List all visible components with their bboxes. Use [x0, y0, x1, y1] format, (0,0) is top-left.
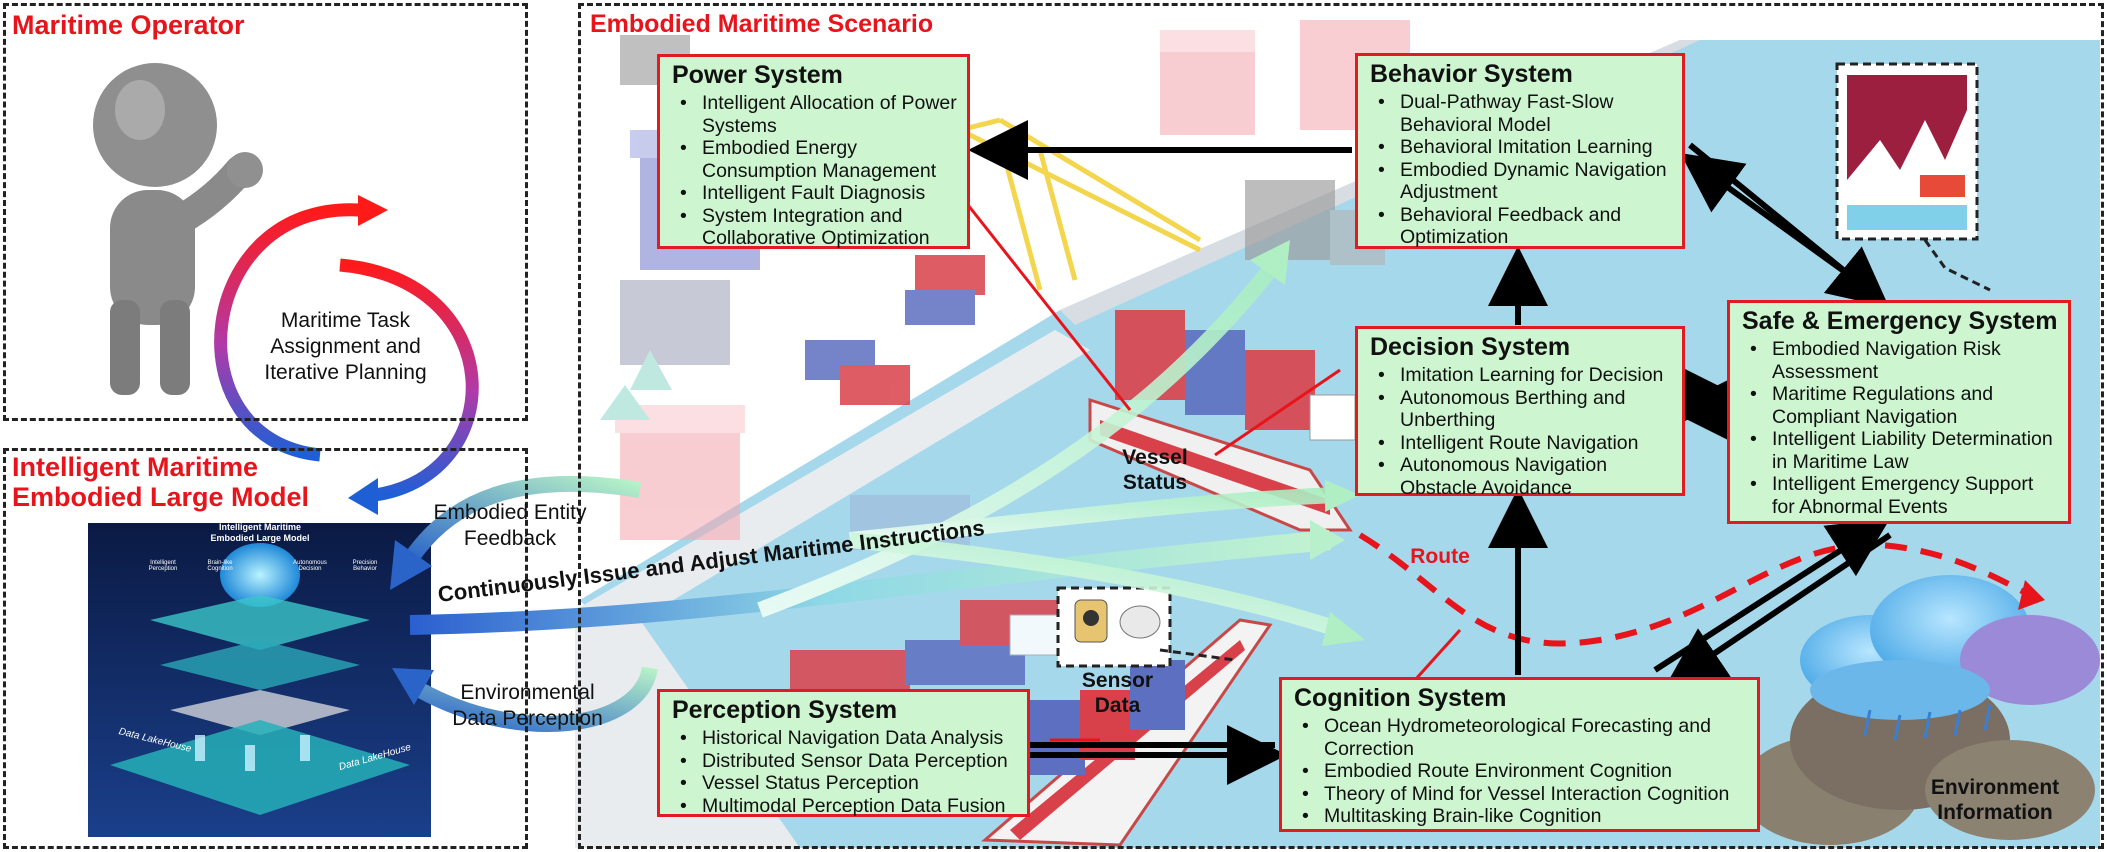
route-line [1358, 532, 2032, 647]
cognition-item: Multitasking Brain-like Cognition [1294, 805, 1747, 828]
ship-bottom [981, 618, 1273, 847]
system-arrows [968, 120, 1892, 785]
decision-system-title: Decision System [1370, 333, 1571, 361]
container-stacks [790, 255, 1071, 695]
cognition-system-title: Cognition System [1294, 684, 1507, 712]
environment-label: Environment Information [1930, 776, 2060, 824]
power-item: System Integration and Collaborative Opt… [672, 205, 957, 250]
behavior-item: Behavioral Imitation Learning [1370, 136, 1672, 159]
decision-item: Autonomous Berthing and Unberthing [1370, 387, 1672, 432]
model-module-3: Autonomous Decision [293, 560, 327, 572]
power-item: Intelligent Fault Diagnosis [672, 182, 957, 205]
model-image [88, 523, 431, 837]
planning-loop [214, 195, 479, 515]
callout-lines [966, 204, 1462, 742]
emergency-inset [1835, 62, 1991, 292]
perception-item: Distributed Sensor Data Perception [672, 750, 1017, 773]
safe-emergency-system-box: Safe & Emergency System Embodied Navigat… [1727, 300, 2071, 524]
behavior-item: Embodied Dynamic Navigation Adjustment [1370, 159, 1672, 204]
operator-panel [3, 3, 528, 421]
perception-item: Vessel Status Perception [672, 772, 1017, 795]
model-title: Intelligent Maritime Embodied Large Mode… [12, 452, 310, 513]
power-item: Intelligent Allocation of Power Systems [672, 92, 957, 137]
perception-arrow [416, 666, 658, 732]
feedback-arrow [403, 475, 642, 565]
safe-item: Intelligent Liability Determination in M… [1742, 428, 2058, 473]
decision-system-box: Decision System Imitation Learning for D… [1355, 326, 1685, 499]
model-module-4: Precision Behavior [352, 560, 378, 572]
model-module-2: Brain-like Cognition [207, 560, 233, 572]
model-panel [3, 448, 528, 849]
power-system-box: Power System Intelligent Allocation of P… [657, 54, 970, 249]
behavior-item: Behavioral Feedback and Optimization [1370, 204, 1672, 249]
perception-system-box: Perception System Historical Navigation … [657, 689, 1030, 817]
cognition-system-box: Cognition System Ocean Hydrometeorologic… [1279, 677, 1760, 832]
decision-item: Imitation Learning for Decision [1370, 364, 1672, 387]
perception-label: Environmental Data Perception [452, 681, 603, 730]
model-module-1: Intelligent Perception [148, 560, 178, 572]
safe-emergency-system-title: Safe & Emergency System [1742, 307, 2058, 335]
cognition-item: Theory of Mind for Vessel Interaction Co… [1294, 783, 1747, 806]
sensor-inset [1056, 586, 1236, 668]
cognition-item: Ocean Hydrometeorological Forecasting an… [1294, 715, 1747, 760]
power-system-title: Power System [672, 61, 843, 89]
operator-title: Maritime Operator [12, 10, 245, 40]
behavior-system-title: Behavior System [1370, 60, 1573, 88]
safe-item: Embodied Navigation Risk Assessment [1742, 338, 2058, 383]
power-item: Embodied Energy Consumption Management [672, 137, 957, 182]
perception-item: Historical Navigation Data Analysis [672, 727, 1017, 750]
perception-system-title: Perception System [672, 696, 898, 724]
model-image-title: Intelligent Maritime Embodied Large Mode… [210, 522, 310, 543]
cognition-item: Embodied Route Environment Cognition [1294, 760, 1747, 783]
loop-label: Maritime Task Assignment and Iterative P… [264, 309, 427, 384]
sensor-data-label: Sensor Data [1081, 669, 1154, 717]
behavior-item: Dual-Pathway Fast-Slow Behavioral Model [1370, 91, 1672, 136]
feedback-label: Embodied Entity Feedback [433, 501, 587, 550]
vessel-status-label: Vessel Status [1122, 446, 1188, 494]
behavior-system-box: Behavior System Dual-Pathway Fast-Slow B… [1355, 53, 1685, 249]
decision-item: Autonomous Navigation Obstacle Avoidance [1370, 454, 1672, 499]
safe-item: Intelligent Emergency Support for Abnorm… [1742, 473, 2058, 518]
operator-figure [93, 63, 263, 395]
route-label: Route [1410, 545, 1470, 568]
perception-item: Multimodal Perception Data Fusion [672, 795, 1017, 818]
scenario-title: Embodied Maritime Scenario [590, 10, 934, 38]
safe-item: Maritime Regulations and Compliant Navig… [1742, 383, 2058, 428]
decision-item: Intelligent Route Navigation [1370, 432, 1672, 455]
weather-island [1740, 575, 2100, 845]
scenario-panel [578, 3, 2104, 849]
